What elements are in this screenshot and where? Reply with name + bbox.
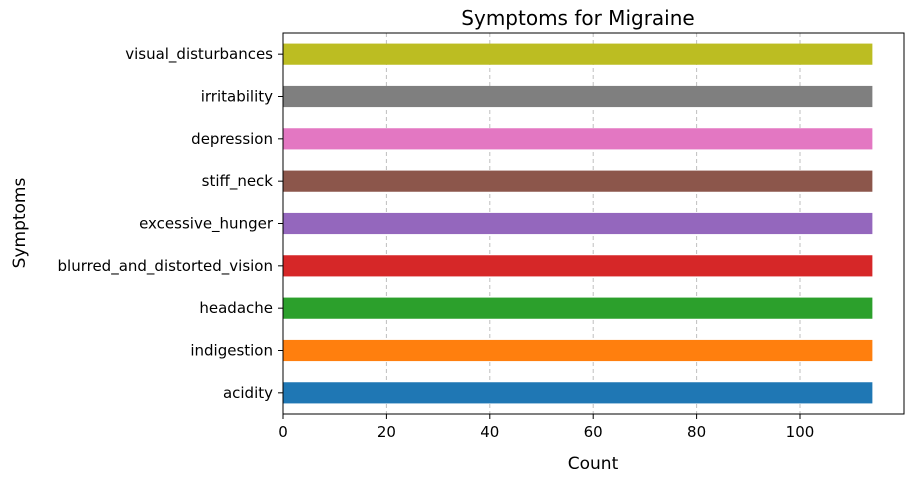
bar-visual_disturbances [283, 43, 873, 65]
bar-indigestion [283, 339, 873, 362]
x-axis-ticks: 0 20 40 60 80 100 [278, 414, 814, 441]
x-tick-label-40: 40 [480, 423, 499, 441]
y-tick-label-irritability: irritability [201, 88, 273, 106]
y-tick-label-visual_disturbances: visual_disturbances [125, 45, 273, 64]
bar-acidity [283, 382, 873, 404]
y-tick-label-blurred_and_distorted_vision: blurred_and_distorted_vision [58, 257, 273, 276]
x-tick-label-60: 60 [584, 423, 603, 441]
x-tick-label-0: 0 [278, 423, 288, 441]
x-tick-label-80: 80 [687, 423, 706, 441]
bar-headache [283, 297, 873, 319]
y-tick-label-acidity: acidity [223, 384, 273, 402]
y-tick-label-indigestion: indigestion [190, 342, 273, 360]
bar-blurred_and_distorted_vision [283, 255, 873, 277]
y-axis-label: Symptoms [10, 178, 30, 269]
bar-excessive_hunger [283, 212, 873, 235]
chart-title: Symptoms for Migraine [461, 6, 694, 30]
y-axis-ticks: acidity indigestion headache blurred_and_di… [58, 45, 283, 402]
y-tick-label-headache: headache [199, 299, 273, 317]
bars [283, 43, 873, 404]
x-tick-label-100: 100 [786, 423, 815, 441]
x-tick-label-20: 20 [377, 423, 396, 441]
y-tick-label-excessive_hunger: excessive_hunger [139, 215, 274, 234]
bar-irritability [283, 85, 873, 108]
bar-stiff_neck [283, 170, 873, 192]
y-tick-label-stiff_neck: stiff_neck [202, 172, 274, 191]
y-tick-label-depression: depression [191, 130, 273, 148]
x-axis-label: Count [568, 454, 619, 474]
bar-depression [283, 128, 873, 150]
